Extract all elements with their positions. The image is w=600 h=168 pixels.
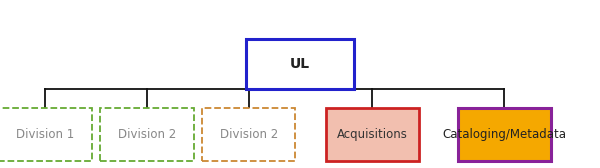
Text: Division 2: Division 2 — [220, 128, 278, 141]
FancyBboxPatch shape — [246, 39, 354, 89]
Text: Cataloging/Metadata: Cataloging/Metadata — [442, 128, 566, 141]
Text: Division 1: Division 1 — [16, 128, 74, 141]
FancyBboxPatch shape — [100, 108, 193, 161]
Text: UL: UL — [290, 57, 310, 71]
Text: Acquisitions: Acquisitions — [337, 128, 407, 141]
Text: Division 2: Division 2 — [118, 128, 176, 141]
FancyBboxPatch shape — [202, 108, 295, 161]
FancyBboxPatch shape — [458, 108, 551, 161]
FancyBboxPatch shape — [0, 108, 91, 161]
FancyBboxPatch shape — [325, 108, 419, 161]
